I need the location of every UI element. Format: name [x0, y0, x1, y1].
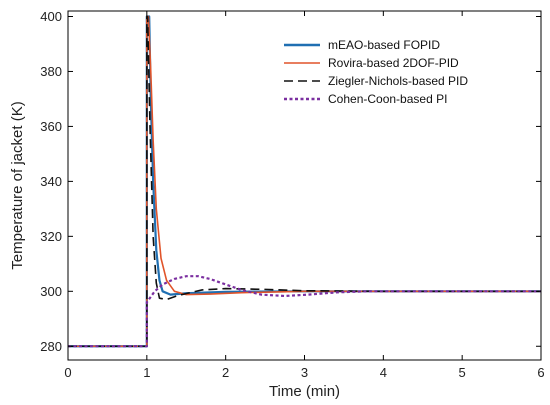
- legend-label-4: Cohen-Coon-based PI: [328, 92, 447, 106]
- x-tick-label: 2: [222, 365, 229, 380]
- y-tick-label: 380: [40, 64, 62, 79]
- series-line-2: [68, 15, 541, 348]
- y-tick-label: 320: [40, 229, 62, 244]
- legend: mEAO-based FOPID Rovira-based 2DOF-PID Zie…: [284, 38, 468, 106]
- x-tick-label: 4: [380, 365, 387, 380]
- x-tick-label: 1: [143, 365, 150, 380]
- x-tick-label: 6: [537, 365, 544, 380]
- series-line-1: [68, 15, 541, 348]
- x-axis-ticks: 0 1 2 3 4 5 6: [64, 11, 545, 380]
- x-tick-label: 3: [301, 365, 308, 380]
- x-axis-title: Time (min): [269, 383, 340, 400]
- y-tick-label: 340: [40, 174, 62, 189]
- series-line-3: [68, 15, 541, 348]
- y-tick-label: 280: [40, 339, 62, 354]
- legend-label-3: Ziegler-Nichols-based PID: [328, 74, 468, 88]
- legend-label-1: mEAO-based FOPID: [328, 38, 440, 52]
- y-tick-label: 360: [40, 119, 62, 134]
- y-tick-label: 400: [40, 9, 62, 24]
- y-axis-title: Temperature of jacket (K): [9, 101, 26, 269]
- y-axis-ticks: 280 300 320 340 360 380 400: [40, 9, 541, 354]
- legend-label-2: Rovira-based 2DOF-PID: [328, 56, 459, 70]
- x-tick-label: 5: [459, 365, 466, 380]
- x-tick-label: 0: [64, 365, 71, 380]
- y-tick-label: 300: [40, 284, 62, 299]
- series-line-4: [68, 275, 541, 348]
- series-lines: [68, 15, 541, 348]
